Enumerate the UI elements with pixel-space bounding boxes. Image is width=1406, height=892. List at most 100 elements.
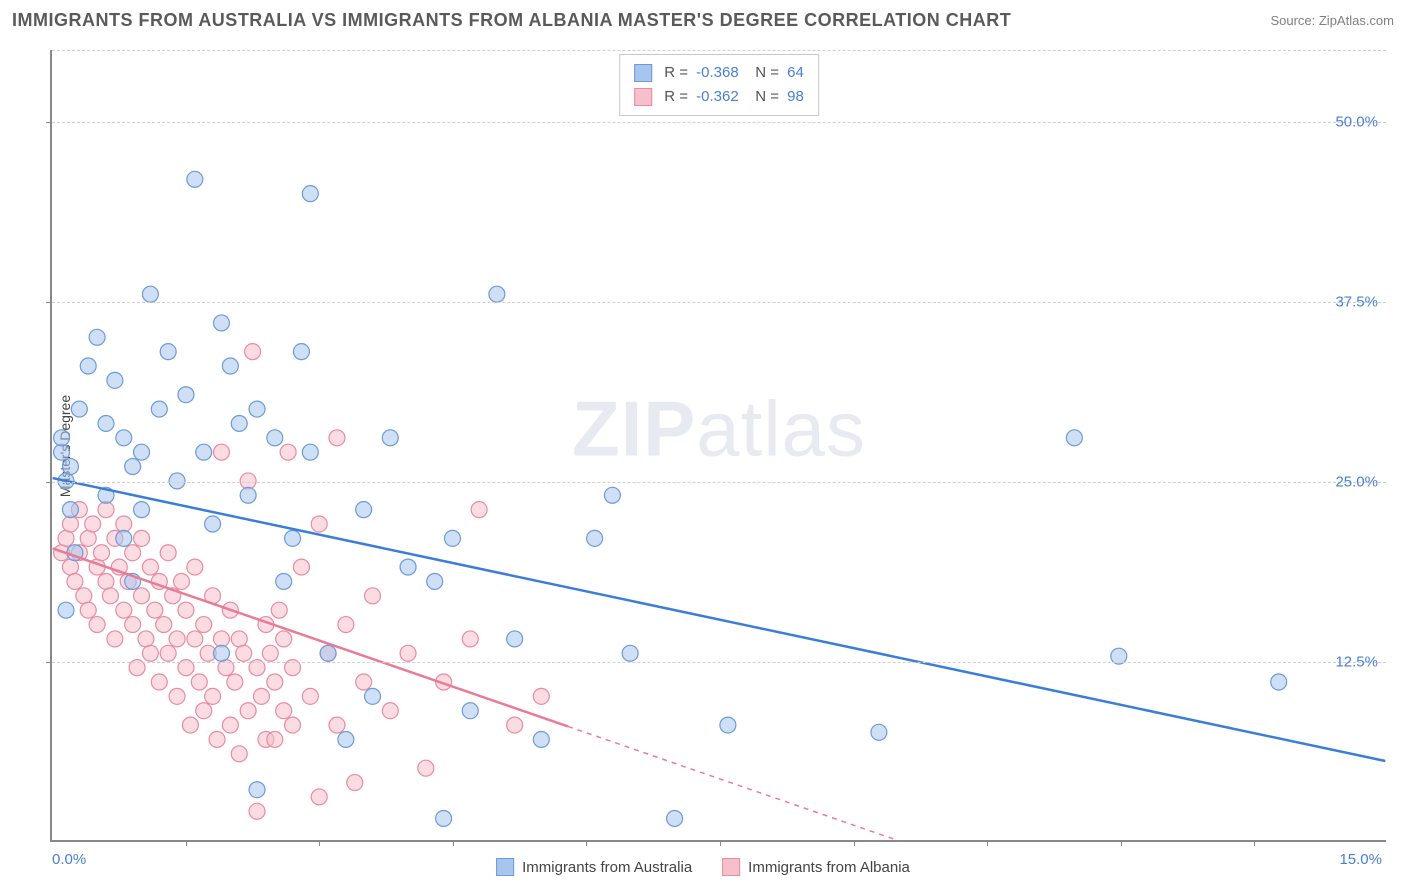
scatter-point	[236, 645, 252, 661]
scatter-point	[98, 415, 114, 431]
scatter-point	[285, 717, 301, 733]
scatter-point	[240, 487, 256, 503]
scatter-point	[196, 703, 212, 719]
scatter-point	[94, 545, 110, 561]
scatter-point	[222, 358, 238, 374]
scatter-point	[71, 401, 87, 417]
scatter-point	[329, 717, 345, 733]
legend-swatch	[496, 858, 514, 876]
scatter-point	[160, 344, 176, 360]
series-legend: Immigrants from AustraliaImmigrants from…	[496, 858, 910, 876]
scatter-point	[54, 430, 70, 446]
scatter-point	[276, 703, 292, 719]
scatter-point	[587, 530, 603, 546]
scatter-point	[444, 530, 460, 546]
scatter-point	[174, 573, 190, 589]
scatter-point	[89, 329, 105, 345]
scatter-point	[471, 502, 487, 518]
scatter-point	[196, 444, 212, 460]
scatter-point	[302, 186, 318, 202]
chart-title: IMMIGRANTS FROM AUSTRALIA VS IMMIGRANTS …	[12, 10, 1011, 31]
scatter-point	[80, 358, 96, 374]
y-tick-label: 37.5%	[1335, 294, 1378, 311]
plot-area: ZIPatlas R = -0.368 N = 64 R = -0.362 N …	[50, 50, 1386, 842]
scatter-point	[667, 810, 683, 826]
scatter-point	[302, 688, 318, 704]
scatter-point	[227, 674, 243, 690]
gridline	[52, 662, 1386, 663]
y-tick-label: 12.5%	[1335, 654, 1378, 671]
x-tick-label: 15.0%	[1339, 851, 1382, 868]
scatter-point	[311, 516, 327, 532]
scatter-point	[271, 602, 287, 618]
scatter-point	[102, 588, 118, 604]
scatter-point	[338, 731, 354, 747]
scatter-point	[80, 602, 96, 618]
scatter-point	[85, 516, 101, 532]
scatter-point	[62, 516, 78, 532]
source-label: Source: ZipAtlas.com	[1270, 13, 1394, 28]
gridline	[52, 50, 1386, 51]
scatter-point	[160, 645, 176, 661]
scatter-point	[142, 645, 158, 661]
legend-label: Immigrants from Albania	[748, 859, 910, 876]
scatter-point	[125, 545, 141, 561]
scatter-point	[116, 430, 132, 446]
scatter-point	[54, 444, 70, 460]
scatter-point	[365, 688, 381, 704]
scatter-point	[187, 559, 203, 575]
gridline	[52, 482, 1386, 483]
scatter-point	[533, 731, 549, 747]
scatter-point	[871, 724, 887, 740]
scatter-point	[400, 559, 416, 575]
chart-svg	[52, 50, 1386, 840]
scatter-point	[267, 674, 283, 690]
scatter-point	[382, 430, 398, 446]
scatter-point	[1271, 674, 1287, 690]
scatter-point	[533, 688, 549, 704]
scatter-point	[80, 530, 96, 546]
scatter-point	[222, 717, 238, 733]
scatter-point	[418, 760, 434, 776]
scatter-point	[134, 530, 150, 546]
scatter-point	[209, 731, 225, 747]
scatter-point	[604, 487, 620, 503]
scatter-point	[214, 444, 230, 460]
scatter-point	[320, 645, 336, 661]
scatter-point	[151, 401, 167, 417]
scatter-point	[98, 502, 114, 518]
scatter-point	[280, 444, 296, 460]
scatter-point	[98, 573, 114, 589]
scatter-point	[187, 171, 203, 187]
scatter-point	[507, 631, 523, 647]
scatter-point	[187, 631, 203, 647]
scatter-point	[293, 559, 309, 575]
scatter-point	[125, 459, 141, 475]
scatter-point	[231, 746, 247, 762]
scatter-point	[293, 344, 309, 360]
legend-swatch	[722, 858, 740, 876]
scatter-point	[62, 502, 78, 518]
scatter-point	[205, 688, 221, 704]
scatter-point	[249, 782, 265, 798]
gridline	[52, 302, 1386, 303]
scatter-point	[76, 588, 92, 604]
scatter-point	[249, 401, 265, 417]
scatter-point	[142, 559, 158, 575]
scatter-point	[196, 617, 212, 633]
scatter-point	[262, 645, 278, 661]
scatter-point	[720, 717, 736, 733]
scatter-point	[245, 344, 261, 360]
scatter-point	[191, 674, 207, 690]
scatter-point	[142, 286, 158, 302]
scatter-point	[116, 530, 132, 546]
scatter-point	[356, 674, 372, 690]
scatter-point	[365, 588, 381, 604]
legend-item: Immigrants from Albania	[722, 858, 910, 876]
scatter-point	[329, 430, 345, 446]
scatter-point	[134, 444, 150, 460]
x-tick-label: 0.0%	[52, 851, 86, 868]
scatter-point	[338, 617, 354, 633]
scatter-point	[134, 502, 150, 518]
scatter-point	[160, 545, 176, 561]
